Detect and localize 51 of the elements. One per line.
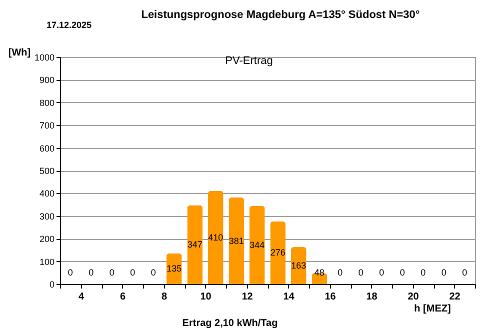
bar bbox=[187, 205, 203, 284]
x-tick-label: 14 bbox=[283, 292, 295, 302]
data-label: 0 bbox=[400, 268, 405, 278]
annotation: PV-Ertrag bbox=[225, 55, 273, 67]
x-tick-label: 20 bbox=[408, 292, 420, 302]
y-tick-label: 0 bbox=[49, 280, 54, 290]
text: 17.12.2025 bbox=[46, 20, 92, 30]
y-tick-label: 200 bbox=[39, 234, 54, 244]
x-tick-label: 6 bbox=[120, 292, 126, 302]
bar bbox=[228, 198, 244, 284]
data-label: 0 bbox=[130, 268, 136, 278]
x-tick-label: 16 bbox=[324, 292, 336, 302]
data-label: 347 bbox=[187, 240, 202, 250]
data-label: 276 bbox=[270, 248, 286, 258]
x-tick-label: 18 bbox=[366, 292, 378, 302]
data-label: 0 bbox=[358, 268, 364, 278]
x-tick-label: 4 bbox=[78, 292, 84, 302]
y-tick-label: 600 bbox=[39, 143, 54, 154]
y-tick-label: 100 bbox=[39, 256, 54, 267]
x-tick-label: 8 bbox=[161, 292, 168, 302]
bar bbox=[270, 221, 286, 284]
data-label: 0 bbox=[441, 268, 446, 278]
data-label: 410 bbox=[208, 232, 224, 242]
data-label: 0 bbox=[68, 268, 73, 278]
data-label: 163 bbox=[291, 260, 306, 270]
data-label: 0 bbox=[379, 268, 384, 278]
y-tick-label: 300 bbox=[39, 211, 54, 222]
y-axis-title: [Wh] bbox=[8, 48, 31, 58]
data-label: 135 bbox=[166, 264, 182, 274]
y-tick-label: 700 bbox=[39, 120, 54, 131]
text: Ertrag 2,10 kWh/Tag bbox=[182, 318, 278, 329]
x-tick-label: 22 bbox=[449, 292, 461, 302]
x-tick-label: 12 bbox=[242, 292, 254, 302]
data-label: 0 bbox=[88, 268, 94, 278]
y-tick-label: 500 bbox=[39, 166, 54, 176]
data-label: 0 bbox=[462, 268, 468, 278]
x-axis-title: h [MEZ] bbox=[414, 304, 451, 314]
y-tick-label: 1000 bbox=[34, 52, 54, 62]
data-label: 0 bbox=[420, 268, 426, 278]
chart-title: Leistungsprognose Magdeburg A=135° Südost N=30° bbox=[141, 9, 420, 21]
data-label: 381 bbox=[228, 236, 244, 246]
y-tick-label: 800 bbox=[39, 98, 54, 108]
data-label: 0 bbox=[338, 268, 343, 278]
bar bbox=[208, 190, 224, 284]
data-label: 0 bbox=[150, 268, 156, 278]
y-tick-label: 400 bbox=[39, 188, 54, 199]
x-tick-label: 10 bbox=[200, 292, 212, 302]
data-label: 0 bbox=[109, 268, 114, 278]
bar bbox=[249, 206, 265, 284]
y-tick-label: 900 bbox=[39, 75, 54, 86]
data-label: 344 bbox=[250, 240, 265, 250]
